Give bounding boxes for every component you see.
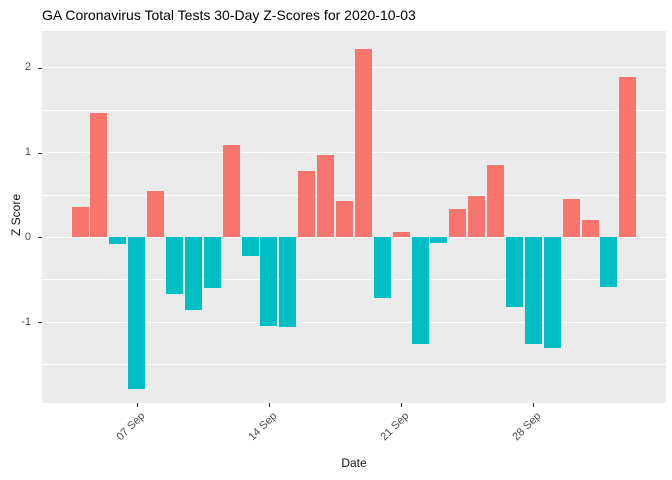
bar-2020-09-25: [468, 195, 486, 238]
x-tick-label: 14 Sep: [246, 410, 280, 444]
x-tick-mark: [268, 403, 270, 407]
major-gridline: [42, 67, 666, 69]
y-tick-label: 2: [24, 61, 31, 74]
bar-2020-09-10: [184, 237, 202, 311]
bar-2020-09-13: [241, 237, 259, 257]
bar-2020-10-01: [581, 220, 599, 238]
y-tick-mark: [38, 67, 42, 69]
bar-2020-09-28: [524, 237, 542, 345]
bar-2020-09-12: [222, 144, 240, 238]
bar-2020-09-23: [430, 237, 448, 244]
x-tick-label: 28 Sep: [510, 410, 544, 444]
y-tick-mark: [38, 237, 42, 239]
bar-2020-09-04: [71, 206, 89, 238]
bar-2020-09-08: [147, 190, 165, 238]
bar-2020-09-18: [335, 200, 353, 238]
bar-2020-09-06: [109, 237, 127, 245]
bar-2020-09-27: [505, 237, 523, 307]
bar-2020-09-07: [128, 237, 146, 390]
x-tick-label: 07 Sep: [113, 410, 148, 444]
major-gridline: [42, 151, 666, 154]
major-gridline: [42, 321, 666, 323]
bar-2020-09-16: [298, 171, 316, 238]
bar-2020-10-02: [600, 237, 618, 287]
y-tick-label: 1: [24, 146, 31, 159]
bar-2020-09-15: [279, 237, 297, 328]
minor-gridline: [42, 364, 666, 365]
bar-2020-09-26: [487, 165, 505, 238]
minor-gridline: [42, 279, 666, 281]
bar-2020-09-11: [203, 237, 221, 289]
x-tick-mark: [401, 403, 403, 407]
bar-2020-09-30: [562, 199, 580, 238]
bar-2020-09-22: [411, 237, 429, 345]
bar-2020-09-05: [90, 112, 108, 238]
bar-2020-09-24: [449, 209, 467, 238]
x-tick-mark: [533, 403, 535, 407]
x-tick-mark: [136, 403, 138, 407]
y-tick-label: 0: [24, 230, 31, 243]
bar-2020-09-21: [392, 232, 410, 238]
bar-2020-09-17: [317, 155, 335, 238]
y-tick-mark: [38, 152, 42, 154]
y-tick-label: -1: [21, 315, 31, 328]
bar-2020-09-09: [165, 237, 183, 295]
bar-2020-09-29: [543, 237, 561, 348]
bar-2020-09-20: [373, 237, 391, 299]
x-axis-title: Date: [341, 456, 367, 470]
x-tick-label: 21 Sep: [378, 410, 412, 444]
bar-2020-09-14: [260, 237, 278, 326]
major-gridline: [42, 236, 666, 239]
chart-title: GA Coronavirus Total Tests 30-Day Z-Scor…: [42, 7, 416, 23]
minor-gridline: [42, 194, 666, 196]
y-tick-mark: [38, 322, 42, 324]
minor-gridline: [42, 109, 666, 111]
bar-2020-10-03: [619, 77, 637, 238]
bar-2020-09-19: [354, 49, 372, 238]
plot-panel: [42, 31, 666, 403]
